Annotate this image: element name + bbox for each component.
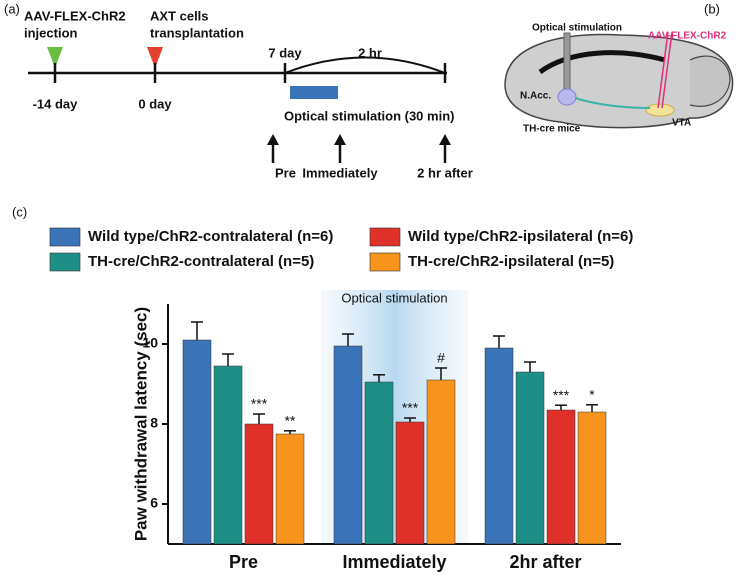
y-tick-label: 10	[142, 335, 158, 351]
error-bar	[253, 413, 265, 424]
diagram-label: AAV-FLEX-ChR2	[648, 31, 727, 42]
error-bar	[493, 335, 505, 348]
panel-a: (a) AAV-FLEX-ChR2 injection AXT cells tr…	[4, 1, 473, 180]
legend-label: TH-cre/ChR2-contralateral (n=5)	[88, 253, 314, 270]
event-label: transplantation	[150, 25, 244, 40]
legend-label: Wild type/ChR2-contralateral (n=6)	[88, 228, 333, 245]
duration-label: 2 hr	[358, 45, 382, 60]
error-bar	[555, 404, 567, 410]
day-label: 0 day	[138, 96, 172, 111]
injection-needle	[657, 31, 669, 109]
nacc-region	[557, 88, 577, 106]
stimulation-block	[290, 86, 338, 99]
bar	[244, 423, 274, 545]
bar	[182, 339, 212, 545]
error-bar	[191, 321, 203, 340]
bar	[395, 421, 425, 545]
panel-b: (b) Optical stimulation AAV-FLEX-ChR2 N.…	[504, 1, 734, 135]
timepoint-label: Pre	[275, 165, 296, 180]
significance-marker: ***	[553, 387, 570, 403]
diagram-label: N.Acc.	[520, 91, 551, 102]
timepoint-arrows	[267, 134, 451, 163]
bar	[364, 381, 394, 545]
timepoint-label: Immediately	[302, 165, 378, 180]
stimulation-label: Optical stimulation (30 min)	[284, 108, 454, 123]
bar	[484, 347, 514, 545]
error-bar	[435, 367, 447, 380]
error-bar	[222, 353, 234, 366]
legend-label: TH-cre/ChR2-ipsilateral (n=5)	[408, 253, 614, 270]
y-tick-label: 6	[150, 495, 158, 511]
bar	[426, 379, 456, 545]
error-bar	[524, 361, 536, 372]
panel-label: (c)	[12, 204, 27, 219]
injection-needle	[661, 31, 673, 109]
x-tick-label: Immediately	[342, 552, 446, 572]
legend-swatch	[49, 252, 81, 272]
y-tick-label: 8	[150, 415, 158, 431]
day-label: 7 day	[268, 45, 302, 60]
diagram-label: VTA	[672, 118, 691, 129]
bar	[275, 433, 305, 545]
duration-arc	[284, 56, 446, 74]
legend-label: Wild type/ChR2-ipsilateral (n=6)	[408, 228, 633, 245]
significance-marker: *	[589, 387, 595, 403]
x-tick-label: 2hr after	[509, 552, 581, 572]
error-bar	[342, 333, 354, 346]
panel-label: (a)	[4, 1, 20, 16]
bar	[546, 409, 576, 545]
day-label: -14 day	[33, 96, 79, 111]
timepoint-label: 2 hr after	[417, 165, 473, 180]
cerebellum	[689, 55, 731, 107]
corpus-callosum	[538, 50, 666, 75]
bar	[213, 365, 243, 545]
diagram-label: Optical stimulation	[532, 23, 622, 34]
projection	[574, 97, 651, 109]
marker-triangle	[47, 47, 63, 68]
bar	[515, 371, 545, 545]
legend-swatch	[369, 227, 401, 247]
legend-swatch	[49, 227, 81, 247]
panel-label: (b)	[704, 1, 720, 16]
optic-fiber	[563, 32, 571, 96]
error-bar	[586, 404, 598, 412]
error-bar	[284, 430, 296, 434]
significance-marker: ***	[251, 396, 268, 412]
bar	[577, 411, 607, 545]
event-label: injection	[24, 25, 78, 40]
significance-marker: ***	[402, 400, 419, 416]
event-label: AAV-FLEX-ChR2	[24, 8, 126, 23]
y-axis-label: Paw withdrawal latency (sec)	[131, 307, 150, 541]
event-label: AXT cells	[150, 8, 209, 23]
error-bar	[404, 417, 416, 422]
shaded-label: Optical stimulation	[341, 290, 447, 305]
diagram-label: TH-cre mice	[523, 124, 581, 135]
error-bar	[373, 374, 385, 382]
x-tick-label: Pre	[229, 552, 258, 572]
marker-triangle	[147, 47, 163, 68]
significance-marker: #	[437, 350, 445, 366]
bar	[333, 345, 363, 545]
significance-marker: **	[285, 413, 296, 429]
legend-swatch	[369, 252, 401, 272]
vta-region	[645, 103, 675, 117]
